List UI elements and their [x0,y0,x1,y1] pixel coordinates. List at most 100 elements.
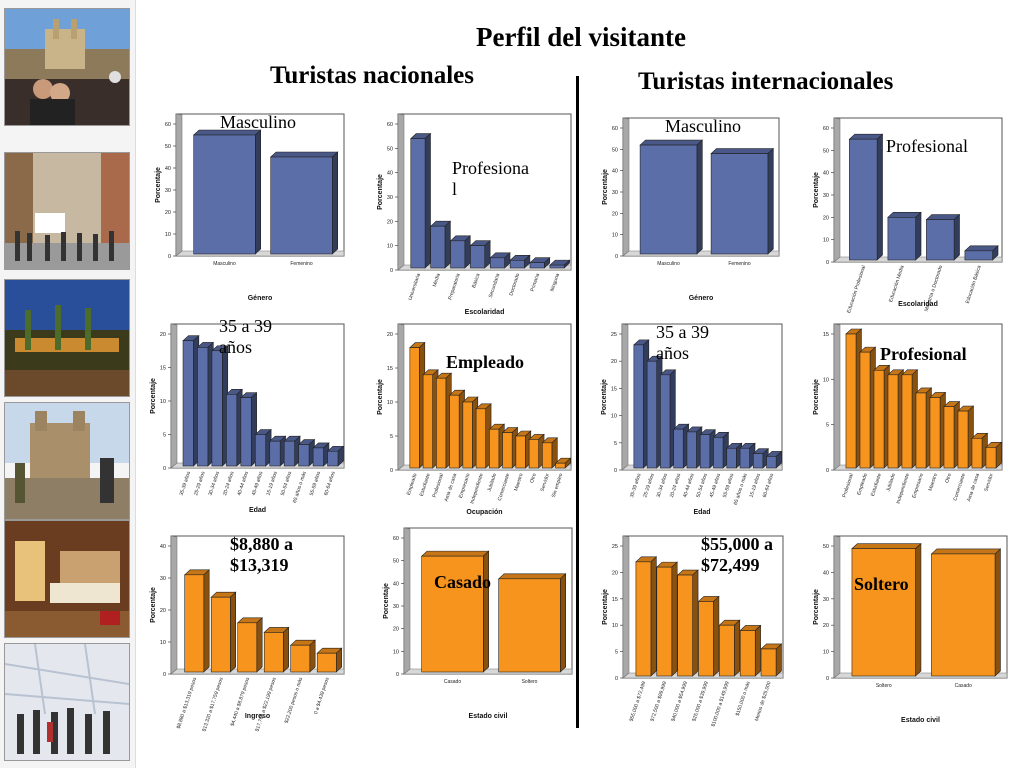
x-tick-label: Profesional [841,473,854,499]
bar [185,570,209,672]
chart-annotation: Masculino [665,116,741,137]
chart-svg-nac-civil: 0102030405060PorcentajeCasadoSolteroEsta… [378,522,578,722]
chart-nac-edad: 05101520Porcentaje35-39 años25-29 años30… [145,318,350,516]
bar [931,549,1000,676]
bar [503,428,518,468]
y-tick-label: 15 [823,332,829,338]
y-tick-label: 5 [826,423,829,429]
x-tick-label: Masculino [213,261,236,267]
x-tick-label: 50-54 años [280,470,294,496]
chart-svg-nac-genero: 0102030405060PorcentajeMasculinoFemenino… [150,108,350,304]
y-tick-label: 15 [612,597,618,603]
bar [255,430,271,467]
y-tick-label: 40 [823,570,829,576]
chart-nac-genero: 0102030405060PorcentajeMasculinoFemenino… [150,108,350,304]
chart-int-civil: 01020304050PorcentajeSolteroCasadoEstado… [808,530,1013,726]
bar [299,440,315,466]
y-axis-label: Porcentaje [601,379,608,415]
bar [423,370,438,468]
x-tick-label: Otro [529,473,538,484]
x-tick-label: Jubilado [487,473,499,493]
x-tick-label: 30-34 años [656,472,670,498]
photo-hotel-room [4,520,130,638]
photo-garden-night [4,279,130,397]
x-tick-label: 60-64 años [323,470,337,496]
bar [291,640,315,672]
x-tick-label: $150,000 o más [735,680,752,716]
y-axis-label: Porcentaje [602,169,609,205]
y-tick-label: 20 [393,627,399,633]
bar [499,574,566,672]
x-tick-label: $100,000 a $149,999 [710,681,730,728]
plot-wall [623,536,629,678]
bar [463,397,478,468]
chart-annotation: Profesional [886,136,968,157]
bar [700,430,715,468]
y-tick-label: 20 [160,332,166,338]
bar [264,627,288,672]
y-tick-label: 20 [387,219,393,225]
x-tick-label: $8,880 a $13,319 pesos [176,676,198,729]
y-tick-label: 10 [160,640,166,646]
plot-wall [171,536,177,674]
y-tick-label: 50 [165,144,171,150]
x-tick-label: Jubilado [885,473,897,493]
chart-annotation: Soltero [854,574,909,595]
chart-int-ocupacion: 051015PorcentajeProfesionalEmpleadoEstud… [808,318,1008,518]
x-axis-label: Género [689,295,714,302]
y-tick-label: 60 [165,122,171,128]
bar [211,592,235,672]
y-tick-label: 10 [823,650,829,656]
bar [687,427,702,468]
y-tick-label: 50 [393,559,399,565]
bar [888,212,921,260]
y-tick-label: 5 [163,433,166,439]
y-tick-label: 0 [614,468,617,474]
x-tick-label: Educación Profesional [846,265,867,314]
y-tick-label: 10 [612,623,618,629]
y-tick-label: 0 [168,254,171,260]
plot-wall [176,114,182,256]
x-tick-label: 25-29 años [642,472,656,498]
x-tick-label: 40-44 años [237,470,251,496]
x-tick-label: Empresario [458,473,472,499]
bar [761,644,781,676]
x-tick-label: Primaria [530,273,542,293]
y-tick-label: 10 [160,399,166,405]
chart-int-escolaridad: 0102030405060PorcentajeEducación Profesi… [808,112,1008,310]
y-tick-label: 20 [160,608,166,614]
x-tick-label: Preparatoria [447,273,461,301]
y-tick-label: 0 [390,468,393,474]
x-tick-label: 55-59 años [309,470,323,496]
x-tick-label: 65 años o más [733,472,749,506]
x-tick-label: Educación Básica [965,265,983,305]
bar [270,436,286,466]
bar [740,443,755,468]
y-tick-label: 30 [160,576,166,582]
x-tick-label: Otro [944,473,953,484]
x-tick-label: Empresario [911,473,925,499]
bar [313,443,329,466]
y-tick-label: 20 [611,359,617,365]
x-tick-label: $40,000 a $54,999 [670,681,689,723]
x-tick-label: Empleado [856,473,869,496]
photo-cathedral-pool [4,8,130,126]
bar [226,389,242,466]
chart-annotation: Casado [434,572,491,593]
y-tick-label: 40 [393,581,399,587]
bar [212,346,228,466]
bar [698,596,718,676]
bar [197,342,213,466]
bar [713,432,728,468]
photo-street-crowd [4,152,130,270]
bar [490,253,510,268]
plot-wall [171,324,177,468]
bar [431,221,451,268]
bar [516,431,531,468]
x-tick-label: Independiente [469,473,485,505]
y-tick-label: 40 [823,171,829,177]
y-tick-label: 40 [160,544,166,550]
chart-nac-civil: 0102030405060PorcentajeCasadoSolteroEsta… [378,522,578,722]
x-tick-label: Casado [955,683,972,689]
x-tick-label: 35-39 años [629,472,643,498]
